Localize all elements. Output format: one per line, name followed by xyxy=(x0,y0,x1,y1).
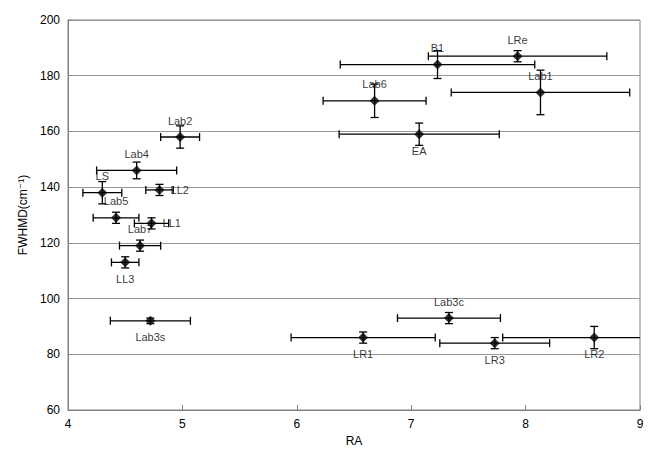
svg-text:100: 100 xyxy=(40,292,60,306)
svg-text:8: 8 xyxy=(522,417,529,431)
svg-text:Lab1: Lab1 xyxy=(528,70,552,82)
svg-text:Lab5: Lab5 xyxy=(104,195,128,207)
svg-text:LR1: LR1 xyxy=(353,348,373,360)
svg-text:9: 9 xyxy=(637,417,644,431)
svg-text:4: 4 xyxy=(65,417,72,431)
svg-text:80: 80 xyxy=(47,347,61,361)
svg-text:Lab3s: Lab3s xyxy=(135,331,165,343)
svg-text:B1: B1 xyxy=(431,42,444,54)
svg-text:180: 180 xyxy=(40,69,60,83)
svg-text:EA: EA xyxy=(412,145,427,157)
svg-text:LL1: LL1 xyxy=(163,217,181,229)
svg-text:5: 5 xyxy=(179,417,186,431)
svg-text:LL3: LL3 xyxy=(116,273,134,285)
svg-text:LR2: LR2 xyxy=(584,348,604,360)
svg-text:LS: LS xyxy=(96,170,109,182)
svg-text:6: 6 xyxy=(293,417,300,431)
svg-text:LRe: LRe xyxy=(507,34,527,46)
svg-text:160: 160 xyxy=(40,124,60,138)
svg-text:7: 7 xyxy=(408,417,415,431)
svg-text:Lab6: Lab6 xyxy=(362,78,386,90)
svg-text:LR3: LR3 xyxy=(485,354,505,366)
svg-text:Lab3c: Lab3c xyxy=(434,296,464,308)
svg-text:200: 200 xyxy=(40,13,60,27)
svg-text:120: 120 xyxy=(40,236,60,250)
svg-text:FWHMD(cm⁻¹): FWHMD(cm⁻¹) xyxy=(16,175,30,255)
svg-text:LL2: LL2 xyxy=(171,184,189,196)
svg-text:Lab4: Lab4 xyxy=(124,148,148,160)
svg-text:140: 140 xyxy=(40,180,60,194)
svg-text:60: 60 xyxy=(47,403,61,417)
svg-text:Lab2: Lab2 xyxy=(168,115,192,127)
svg-text:RA: RA xyxy=(346,434,363,448)
svg-text:Lab7: Lab7 xyxy=(128,223,152,235)
